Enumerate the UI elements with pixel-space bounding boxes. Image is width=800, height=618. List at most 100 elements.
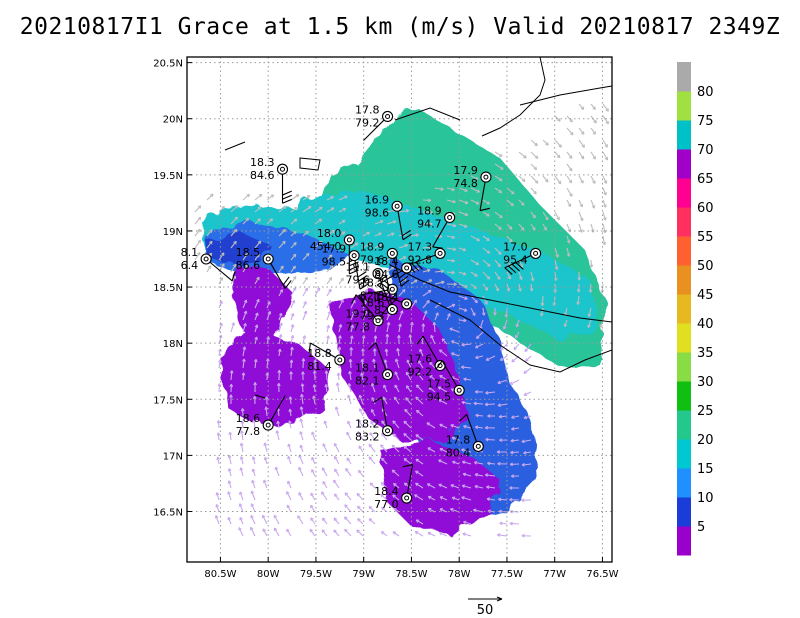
wind-vector-arrow	[250, 526, 256, 537]
wind-vector-arrow	[381, 457, 388, 465]
wind-vector-arrow	[300, 418, 304, 429]
station-pressure-value: 81.4	[307, 360, 332, 373]
wind-vector-arrow	[346, 431, 352, 441]
wind-vector-head	[589, 264, 594, 268]
wind-vector-arrow	[394, 384, 400, 393]
wind-vector-arrow	[494, 163, 504, 170]
station-wind-value: 19.0	[346, 308, 371, 321]
wind-vector-head	[239, 467, 244, 471]
wind-barb-shaft	[441, 360, 460, 391]
wind-vector-arrow	[566, 127, 574, 136]
wind-vector-head	[288, 408, 293, 413]
station-observation: 18.994.7	[417, 204, 456, 249]
wind-vector-arrow	[415, 482, 424, 489]
station-marker-inner	[394, 203, 400, 209]
wind-vector-arrow	[393, 507, 400, 513]
station-observation: 18.679.3	[360, 275, 398, 323]
wind-vector-arrow	[462, 484, 472, 489]
wind-vector-head	[238, 527, 242, 531]
wind-vector-arrow	[474, 485, 484, 489]
station-observation: 17.974.8	[453, 164, 492, 212]
wind-vector-head	[428, 245, 432, 250]
station-pressure-value: 94.7	[417, 217, 442, 230]
wind-vector-arrow	[302, 276, 308, 285]
wind-vector-head	[438, 349, 443, 353]
wind-vector-head	[438, 459, 442, 463]
wind-vector-arrow	[252, 456, 256, 465]
wind-vector-arrow	[458, 223, 468, 228]
wind-vector-arrow	[374, 335, 377, 345]
wind-vector-head	[398, 323, 402, 327]
wind-vector-arrow	[286, 491, 292, 501]
wind-vector-head	[511, 415, 515, 419]
wind-vector-head	[487, 263, 491, 267]
wind-vector-head	[461, 400, 465, 405]
wind-vector-head	[405, 385, 410, 389]
wind-vector-head	[545, 216, 549, 221]
wind-vector-head	[461, 342, 465, 347]
wind-vector-head	[313, 347, 318, 351]
wind-vector-arrow	[230, 205, 238, 213]
wind-vector-head	[254, 324, 259, 328]
wind-vector-head	[324, 370, 329, 374]
station-pressure-value: 98.6	[365, 206, 390, 219]
wind-vector-arrow	[357, 505, 364, 513]
station-wind-value: 17.9	[322, 243, 347, 256]
wind-vector-arrow	[338, 219, 346, 225]
wind-vector-arrow	[554, 259, 558, 270]
wind-vector-head	[357, 505, 361, 510]
wind-vector-arrow	[362, 265, 370, 273]
wind-vector-arrow	[334, 493, 340, 501]
wind-vector-head	[290, 334, 295, 339]
station-pressure-value: 86.6	[236, 259, 261, 272]
wind-vector-arrow	[458, 295, 468, 300]
wind-vector-arrow	[313, 384, 316, 393]
station-observation: 18.586.6	[236, 246, 292, 289]
station-wind-value: 17.8	[355, 103, 380, 116]
wind-vector-head	[426, 422, 430, 426]
wind-vector-arrow	[566, 199, 572, 207]
wind-vector-arrow	[403, 420, 412, 429]
wind-vector-arrow	[441, 338, 448, 345]
wind-vector-head	[380, 444, 384, 448]
station-pressure-value: 79.2	[355, 116, 380, 129]
wind-vector-head	[461, 484, 466, 488]
wind-vector-head	[464, 212, 469, 217]
wind-vector-arrow	[446, 313, 451, 321]
wind-vector-arrow	[530, 175, 539, 184]
wind-barb-feather	[435, 360, 443, 370]
station-pressure-value: 82.1	[355, 375, 380, 388]
wind-vector-arrow	[372, 358, 376, 369]
wind-vector-head	[439, 447, 443, 452]
wind-vector-arrow	[278, 240, 286, 249]
wind-vector-head	[364, 288, 369, 293]
wind-vector-head	[341, 231, 346, 235]
wind-vector-head	[511, 358, 515, 363]
wind-vector-head	[432, 321, 437, 326]
wind-vector-arrow	[541, 295, 544, 306]
wind-vector-arrow	[497, 403, 508, 407]
wind-vector-arrow	[302, 252, 310, 261]
wind-vector-arrow	[254, 324, 258, 333]
wind-vector-arrow	[241, 430, 244, 441]
wind-vector-head	[580, 106, 585, 110]
wind-vector-head	[362, 322, 367, 326]
station-marker-outer	[391, 200, 403, 212]
wind-vector-arrow	[410, 279, 418, 285]
station-marker-inner	[280, 166, 286, 172]
wind-vector-arrow	[494, 259, 501, 267]
wind-vector-arrow	[578, 103, 585, 110]
wind-vector-arrow	[278, 334, 282, 345]
wind-vector-arrow	[578, 199, 583, 208]
y-tick-label: 20.5N	[153, 59, 183, 70]
x-tick-label: 77.5W	[491, 569, 523, 580]
wind-vector-head	[227, 468, 232, 472]
wind-vector-head	[429, 374, 433, 379]
wind-vector-arrow	[485, 391, 496, 394]
wind-vector-head	[338, 335, 342, 339]
wind-vector-arrow	[326, 207, 335, 213]
wind-vector-arrow	[458, 187, 468, 192]
wind-vector-arrow	[473, 509, 484, 513]
wind-vector-head	[392, 433, 397, 438]
wind-vector-head	[280, 265, 284, 270]
